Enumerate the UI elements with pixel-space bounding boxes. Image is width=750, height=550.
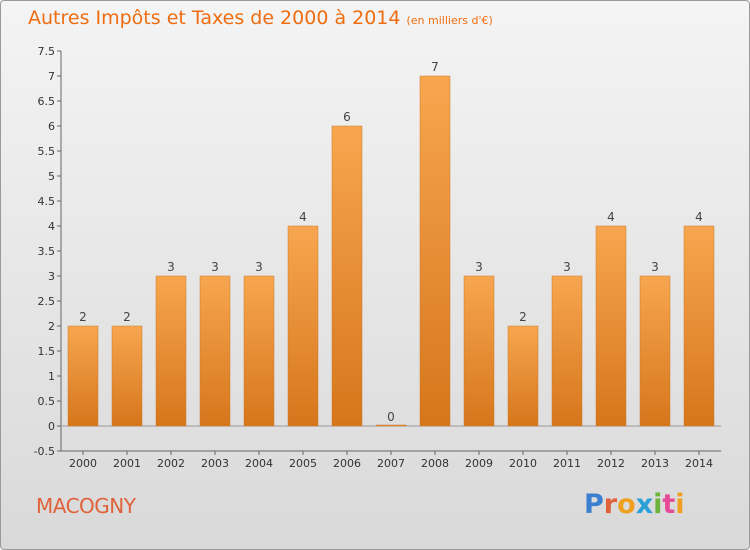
logo-letter: o [617,489,636,520]
y-tick-label: 0.5 [38,395,56,408]
y-tick-label: 7.5 [38,45,56,58]
logo-letter: P [584,489,604,520]
bar [111,325,143,427]
y-tick-label: 6.5 [38,95,56,108]
y-tick-label: 7 [48,70,55,83]
x-tick-label: 2014 [685,457,713,470]
x-tick-label: 2012 [597,457,625,470]
bar-value-label: 4 [607,210,615,224]
bar [419,75,451,427]
bar [463,275,495,427]
y-tick-label: 5.5 [38,145,56,158]
x-tick-label: 2003 [201,457,229,470]
bar-value-label: 2 [79,310,87,324]
bar-value-label: 3 [563,260,571,274]
y-tick-label: 4 [48,220,55,233]
y-tick-label: 5 [48,170,55,183]
x-tick-label: 2013 [641,457,669,470]
x-tick-label: 2007 [377,457,405,470]
logo-letter: t [662,489,676,520]
bar [595,225,627,427]
commune-name: MACOGNY [36,494,136,518]
bar [639,275,671,427]
y-tick-label: 1.5 [38,345,56,358]
logo-letter: x [635,489,654,520]
bar-value-label: 3 [255,260,263,274]
x-tick-label: 2001 [113,457,141,470]
y-tick-label: 0 [48,420,55,433]
bar [375,424,407,427]
bar-value-label: 3 [475,260,483,274]
x-tick-label: 2004 [245,457,273,470]
y-tick-label: 1 [48,370,55,383]
bars [67,75,715,427]
y-tick-label: 3 [48,270,55,283]
bar [287,225,319,427]
bar-value-label: 3 [167,260,175,274]
y-tick-label: 2.5 [38,295,56,308]
x-tick-label: 2002 [157,457,185,470]
bar-value-label: 6 [343,110,351,124]
y-tick-label: 6 [48,120,55,133]
bar-value-label: 2 [123,310,131,324]
bar-value-label: 3 [651,260,659,274]
chart-title: Autres Impôts et Taxes de 2000 à 2014 (en… [28,7,493,29]
bar-value-label: 7 [431,60,439,74]
y-tick-label: 3.5 [38,245,56,258]
bar-value-label: 2 [519,310,527,324]
y-tick-label: -0.5 [34,445,55,458]
x-tick-label: 2010 [509,457,537,470]
bar [199,275,231,427]
x-tick-label: 2005 [289,457,317,470]
x-tick-label: 2006 [333,457,361,470]
logo-letter: i [675,489,685,520]
chart-unit: (en milliers d'€) [406,14,493,27]
bar [155,275,187,427]
logo-letter: r [603,489,618,520]
bar [67,325,99,427]
proxiti-logo[interactable]: Proxiti [584,489,685,520]
chart-title-text: Autres Impôts et Taxes de 2000 à 2014 [28,7,401,29]
y-tick-label: 2 [48,320,55,333]
x-tick-label: 2011 [553,457,581,470]
value-labels: 2 2 3 3 3 4 6 0 7 3 2 3 4 3 4 [79,60,703,424]
bar [507,325,539,427]
x-tick-label: 2000 [69,457,97,470]
bar-value-label: 4 [695,210,703,224]
bar [551,275,583,427]
bar-value-label: 3 [211,260,219,274]
bar [243,275,275,427]
y-tick-label: 4.5 [38,195,56,208]
bar-value-label: 4 [299,210,307,224]
x-tick-label: 2008 [421,457,449,470]
bar [331,125,363,427]
bar-value-label: 0 [387,410,395,424]
x-tick-label: 2009 [465,457,493,470]
logo-letter: i [653,489,663,520]
bar [683,225,715,427]
